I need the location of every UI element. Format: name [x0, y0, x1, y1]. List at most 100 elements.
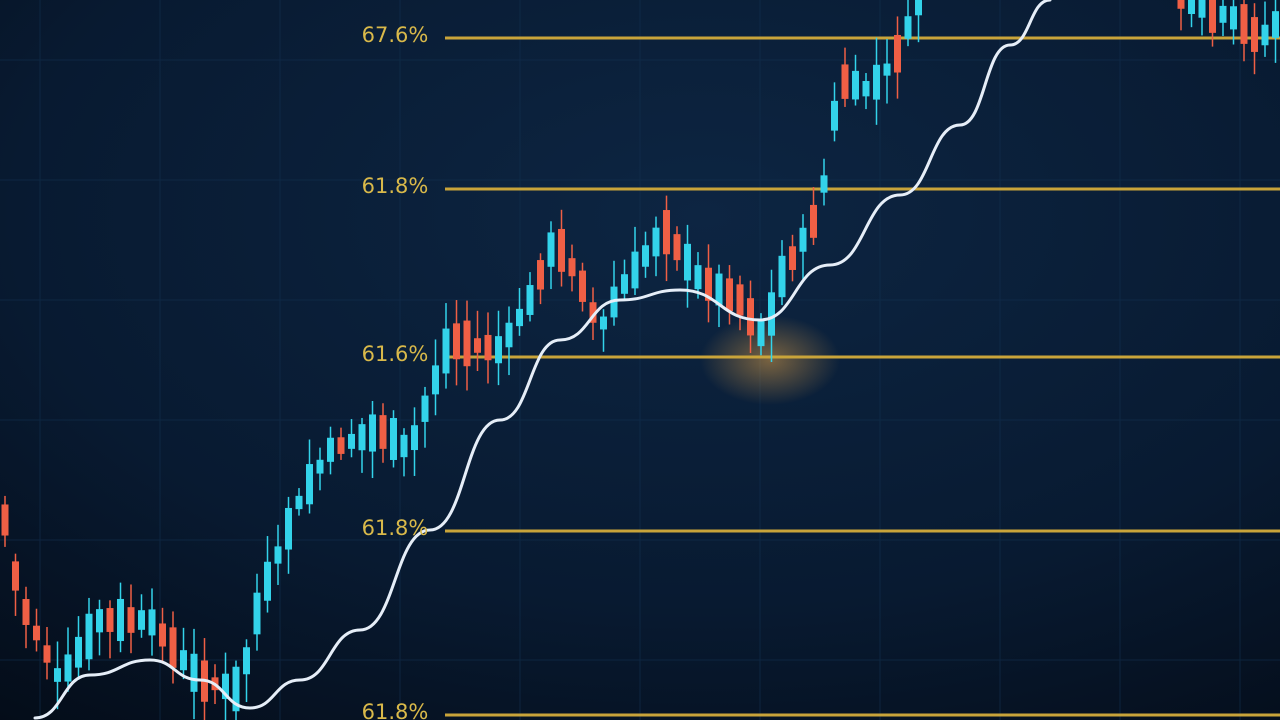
- candle-body: [652, 227, 660, 257]
- candle-body: [726, 278, 733, 312]
- candle-body: [285, 507, 292, 550]
- candle-body: [558, 228, 565, 272]
- candle-body: [579, 270, 586, 302]
- candle-body: [127, 607, 135, 633]
- candle-body: [22, 599, 30, 625]
- candle-body: [148, 609, 156, 636]
- candle-body: [1272, 11, 1279, 38]
- candle-body: [673, 234, 681, 261]
- candle-body: [117, 598, 124, 642]
- candle-body: [537, 260, 544, 290]
- candle-body: [75, 636, 82, 668]
- candle-body: [64, 654, 72, 682]
- candle-body: [600, 316, 607, 330]
- candle-body: [1188, 0, 1195, 15]
- candle-body: [138, 610, 145, 630]
- candle-body: [778, 255, 786, 298]
- candle-body: [274, 546, 282, 564]
- candle-body: [904, 16, 912, 39]
- candle-body: [106, 608, 114, 632]
- candle-body: [463, 320, 471, 367]
- candle-body: [474, 338, 481, 353]
- candle-body: [757, 321, 765, 347]
- candle-body: [799, 227, 807, 252]
- candle-body: [169, 627, 177, 668]
- candle-body: [295, 495, 303, 510]
- candle-body: [379, 415, 387, 449]
- candle-body: [96, 609, 103, 633]
- candle-body: [568, 258, 576, 277]
- candle-body: [841, 64, 849, 99]
- candle-body: [159, 623, 166, 647]
- candle-body: [43, 645, 51, 663]
- candle-body: [705, 267, 712, 301]
- candle-body: [526, 285, 534, 315]
- candle-body: [852, 70, 859, 100]
- candle-body: [694, 265, 702, 290]
- candle-body: [432, 365, 439, 395]
- candle-body: [264, 561, 271, 601]
- candle-body: [505, 322, 513, 348]
- level-label: 61.6%: [362, 342, 429, 366]
- candle-body: [1177, 0, 1185, 9]
- candle-body: [327, 437, 334, 462]
- candle-body: [1209, 0, 1216, 33]
- candle-body: [484, 334, 492, 361]
- glow: [700, 315, 840, 405]
- candle-body: [495, 336, 502, 364]
- candle-body: [820, 175, 828, 193]
- candle-body: [642, 245, 649, 267]
- candle-body: [222, 673, 229, 700]
- candle-body: [1230, 6, 1237, 30]
- candle-body: [883, 63, 891, 76]
- candle-body: [442, 328, 450, 374]
- candle-body: [621, 274, 628, 294]
- level-label: 61.8%: [362, 516, 429, 540]
- candle-body: [232, 666, 240, 712]
- candle-body: [421, 395, 429, 422]
- candle-body: [684, 243, 691, 281]
- candle-body: [715, 273, 723, 306]
- level-label: 61.8%: [362, 174, 429, 198]
- candle-body: [810, 204, 817, 238]
- candle-body: [306, 464, 313, 505]
- candle-body: [862, 80, 870, 97]
- candle-body: [631, 251, 639, 289]
- candle-body: [190, 653, 198, 692]
- candle-body: [54, 668, 61, 682]
- candle-body: [1219, 5, 1227, 23]
- candle-body: [12, 561, 19, 591]
- level-label: 67.6%: [362, 23, 429, 47]
- level-labels: 67.6% 61.8% 61.6% 61.8% 61.8%: [362, 23, 429, 720]
- candle-body: [390, 418, 397, 460]
- candle-body: [768, 292, 775, 336]
- candle-body: [358, 424, 366, 451]
- candle-body: [873, 64, 880, 100]
- candle-body: [337, 437, 345, 454]
- candle-body: [453, 323, 460, 360]
- candle-body: [1240, 4, 1248, 44]
- candle-body: [180, 650, 187, 671]
- candle-body: [915, 0, 922, 16]
- candle-body: [789, 246, 796, 270]
- level-label: 61.8%: [362, 700, 429, 720]
- candle-body: [33, 625, 40, 641]
- candle-body: [1, 504, 9, 536]
- candle-body: [400, 434, 408, 458]
- candle-body: [1198, 0, 1206, 18]
- candle-body: [547, 232, 555, 267]
- levels: [445, 36, 1280, 717]
- candle-body: [253, 592, 261, 635]
- candle-body: [1251, 17, 1258, 52]
- candle-body: [369, 414, 376, 452]
- candle-body: [516, 308, 523, 327]
- candle-body: [747, 298, 754, 336]
- candle-body: [316, 459, 324, 474]
- candle-body: [589, 302, 597, 323]
- candle-body: [663, 210, 670, 255]
- candle-body: [243, 647, 250, 675]
